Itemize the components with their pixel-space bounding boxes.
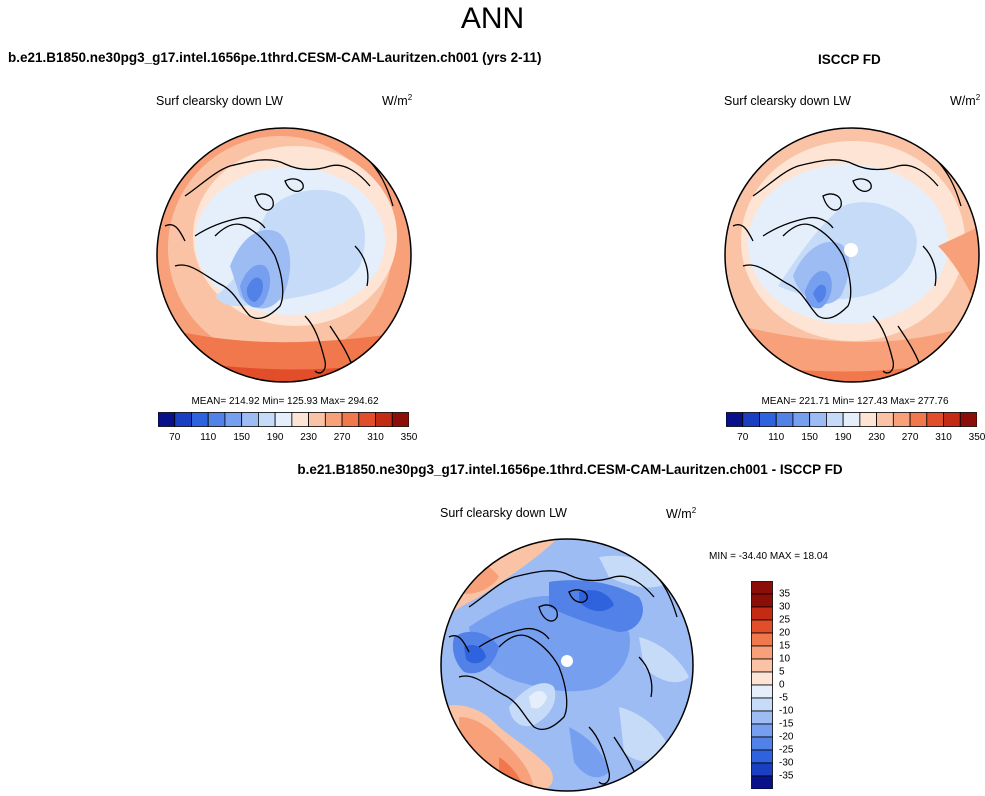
obs-colorbar-swatch (742, 412, 760, 427)
diff-colorbar-swatch (751, 749, 773, 764)
obs-colorbar-swatch (809, 412, 827, 427)
model-colorbar-tick-label: 310 (367, 432, 384, 443)
diff-colorbar-tick-label: 30 (779, 601, 791, 613)
model-colorbar-tick-label: 350 (400, 432, 418, 443)
obs-colorbar-swatch (926, 412, 944, 427)
model-colorbar-swatch (308, 412, 326, 427)
obs-polar-map (724, 127, 980, 383)
obs-colorbar-labels: 70 110 150 190 230 270 310 350 (726, 432, 985, 446)
diff-colorbar (751, 581, 773, 789)
model-colorbar-swatch (341, 412, 360, 427)
diff-colorbar-labels: 35 30 25 20 15 10 5 0 -5 -10 -15 -20 -25 -30 -35 (779, 581, 819, 789)
diff-colorbar-swatch (751, 736, 773, 751)
model-colorbar-swatch (274, 412, 293, 427)
diff-polar-map (440, 538, 694, 792)
diff-colorbar-tick-label: -35 (779, 770, 794, 782)
diff-colorbar-swatch (751, 619, 773, 634)
diff-colorbar-tick-label: 10 (779, 653, 791, 665)
obs-colorbar-tick-label: 70 (737, 432, 749, 443)
obs-colorbar-swatch (759, 412, 777, 427)
diff-units-label: W/m2 (666, 505, 697, 521)
diff-colorbar-tick-label: 20 (779, 627, 791, 639)
model-colorbar-tick-label: 190 (266, 432, 284, 443)
diff-colorbar-swatch (751, 606, 773, 621)
obs-colorbar-swatch (826, 412, 844, 427)
obs-dataset-title: ISCCP FD (818, 52, 881, 67)
diff-colorbar-tick-label: 15 (779, 640, 791, 652)
diff-colorbar-swatch (751, 671, 773, 686)
obs-variable-label: Surf clearsky down LW (724, 94, 851, 108)
model-colorbar-tick-label: 70 (169, 432, 181, 443)
model-colorbar-swatch (291, 412, 309, 427)
obs-colorbar-tick-label: 310 (935, 432, 952, 443)
diff-variable-label: Surf clearsky down LW (440, 506, 567, 520)
diff-colorbar-swatch (751, 684, 773, 699)
model-colorbar-swatch (358, 412, 376, 427)
diff-colorbar-tick-label: 0 (779, 679, 785, 691)
obs-colorbar (726, 412, 977, 427)
season-title: ANN (460, 2, 525, 35)
obs-colorbar-swatch (909, 412, 928, 427)
diff-colorbar-tick-label: -10 (779, 705, 794, 717)
model-colorbar (158, 412, 409, 427)
diff-colorbar-tick-label: -30 (779, 757, 794, 769)
model-polar-map (156, 127, 412, 383)
diff-colorbar-swatch (751, 632, 773, 647)
model-colorbar-tick-label: 110 (200, 432, 217, 443)
model-colorbar-swatch (324, 412, 343, 427)
model-colorbar-swatch (174, 412, 192, 427)
obs-colorbar-tick-label: 190 (834, 432, 852, 443)
obs-colorbar-tick-label: 110 (768, 432, 785, 443)
model-colorbar-labels: 70 110 150 190 230 270 310 350 (158, 432, 417, 446)
model-case-title: b.e21.B1850.ne30pg3_g17.intel.1656pe.1th… (8, 50, 542, 65)
obs-colorbar-tick-label: 350 (968, 432, 985, 443)
model-variable-label: Surf clearsky down LW (156, 94, 283, 108)
obs-stats: MEAN= 221.71 Min= 127.43 Max= 277.76 (761, 396, 949, 407)
model-colorbar-swatch (391, 412, 409, 427)
obs-colorbar-swatch (792, 412, 811, 427)
model-units-label: W/m2 (382, 92, 413, 108)
diff-colorbar-swatch (751, 762, 773, 777)
diff-colorbar-swatch (751, 697, 773, 712)
model-colorbar-swatch (375, 412, 393, 427)
diff-colorbar-swatch (751, 658, 773, 673)
diff-colorbar-tick-label: -25 (779, 744, 794, 756)
diff-colorbar-tick-label: -15 (779, 718, 794, 730)
diff-colorbar-swatch (751, 581, 773, 595)
diff-colorbar-tick-label: 25 (779, 614, 791, 626)
obs-colorbar-swatch (842, 412, 861, 427)
diff-colorbar-swatch (751, 723, 773, 738)
obs-units-label: W/m2 (950, 92, 981, 108)
diff-colorbar-swatch (751, 775, 773, 789)
model-colorbar-swatch (241, 412, 259, 427)
model-colorbar-swatch (191, 412, 209, 427)
model-colorbar-tick-label: 270 (333, 432, 351, 443)
diff-colorbar-tick-label: -5 (779, 692, 788, 704)
diff-colorbar-swatch (751, 593, 773, 608)
obs-colorbar-swatch (959, 412, 977, 427)
model-colorbar-swatch (224, 412, 243, 427)
obs-colorbar-swatch (859, 412, 877, 427)
model-colorbar-swatch (258, 412, 276, 427)
model-colorbar-tick-label: 230 (300, 432, 317, 443)
obs-colorbar-tick-label: 230 (868, 432, 885, 443)
model-colorbar-swatch (207, 412, 226, 427)
model-stats: MEAN= 214.92 Min= 125.93 Max= 294.62 (191, 396, 379, 407)
model-colorbar-tick-label: 150 (233, 432, 250, 443)
model-colorbar-swatch (158, 412, 176, 427)
diff-stats: MIN = -34.40 MAX = 18.04 (709, 551, 828, 562)
difference-title: b.e21.B1850.ne30pg3_g17.intel.1656pe.1th… (297, 462, 843, 477)
obs-colorbar-swatch (892, 412, 911, 427)
diff-colorbar-tick-label: 5 (779, 666, 785, 678)
obs-colorbar-swatch (726, 412, 744, 427)
diff-colorbar-swatch (751, 710, 773, 725)
obs-colorbar-tick-label: 150 (801, 432, 818, 443)
diff-colorbar-tick-label: -20 (779, 731, 794, 743)
obs-colorbar-swatch (876, 412, 894, 427)
diff-colorbar-swatch (751, 645, 773, 660)
obs-colorbar-tick-label: 270 (901, 432, 919, 443)
obs-colorbar-swatch (943, 412, 961, 427)
diff-colorbar-tick-label: 35 (779, 588, 791, 600)
obs-colorbar-swatch (775, 412, 794, 427)
